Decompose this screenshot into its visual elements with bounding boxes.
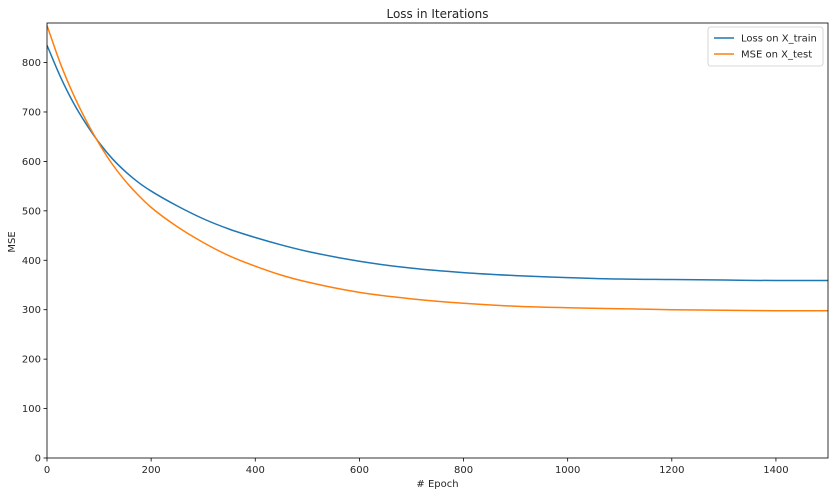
y-tick-label: 0 bbox=[35, 454, 41, 465]
y-tick-label: 100 bbox=[22, 404, 41, 415]
legend-label: Loss on X_train bbox=[741, 34, 817, 45]
series-line-train bbox=[47, 44, 828, 282]
y-tick-label: 500 bbox=[22, 206, 41, 217]
y-tick-label: 800 bbox=[22, 58, 41, 69]
legend: Loss on X_train MSE on X_test bbox=[707, 26, 824, 67]
y-tick-label: 700 bbox=[22, 107, 41, 118]
legend-label: MSE on X_test bbox=[741, 50, 812, 61]
x-tick-label: 800 bbox=[454, 465, 473, 476]
chart-title: Loss in Iterations bbox=[386, 7, 488, 21]
x-axis-title: # Epoch bbox=[416, 479, 458, 490]
x-tick-label: 200 bbox=[142, 465, 161, 476]
x-tick-label: 600 bbox=[350, 465, 369, 476]
series-line-test bbox=[47, 25, 828, 312]
x-tick-label: 0 bbox=[44, 465, 50, 476]
plot-frame bbox=[46, 22, 829, 459]
y-tick-label: 400 bbox=[22, 256, 41, 267]
y-tick-label: 200 bbox=[22, 355, 41, 366]
x-tick-label: 1000 bbox=[555, 465, 580, 476]
legend-box bbox=[707, 26, 824, 67]
y-axis-title: MSE bbox=[7, 231, 18, 252]
y-tick-label: 600 bbox=[22, 157, 41, 168]
plot-area: 0 200 400 600 800 1000 1200 1400 0 100 200 300 400 50… bbox=[22, 22, 829, 476]
x-tick-label: 1200 bbox=[659, 465, 684, 476]
y-tick-label: 300 bbox=[22, 305, 41, 316]
x-tick-label: 400 bbox=[246, 465, 265, 476]
x-tick-label: 1400 bbox=[763, 465, 788, 476]
